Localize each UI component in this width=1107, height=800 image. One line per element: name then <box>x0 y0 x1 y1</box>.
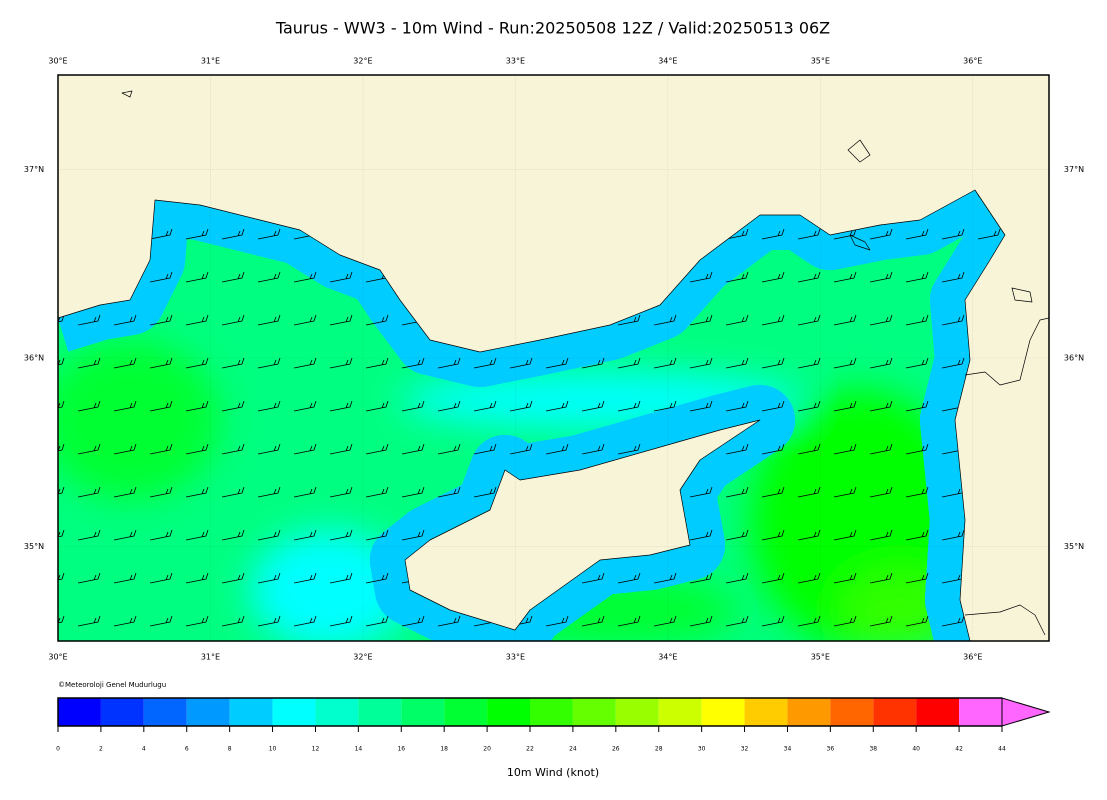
colorbar-tick-label: 8 <box>228 746 232 753</box>
lat-tick-label: 35°N <box>24 542 44 551</box>
colorbar-tick-label: 14 <box>355 746 363 753</box>
colorbar-tick-label: 28 <box>655 746 663 753</box>
colorbar-bin <box>272 698 316 726</box>
colorbar-bin <box>444 698 488 726</box>
colorbar-bin <box>744 698 788 726</box>
colorbar-tick-label: 6 <box>185 746 189 753</box>
colorbar-bin <box>701 698 745 726</box>
lon-tick-label: 31°E <box>201 57 220 66</box>
lat-tick-label: 36°N <box>1064 354 1084 363</box>
lon-tick-label: 34°E <box>658 653 677 662</box>
colorbar-tick-label: 20 <box>483 746 491 753</box>
colorbar-tick-label: 42 <box>955 746 963 753</box>
colorbar-tick-label: 34 <box>784 746 792 753</box>
colorbar-bin <box>315 698 359 726</box>
lon-tick-label: 36°E <box>963 653 982 662</box>
lon-tick-label: 33°E <box>506 653 525 662</box>
colorbar-bin <box>358 698 402 726</box>
colorbar-bin <box>615 698 659 726</box>
colorbar-bin <box>530 698 573 726</box>
colorbar-extend <box>1001 697 1051 727</box>
colorbar-bin <box>229 698 273 726</box>
lat-tick-label: 37°N <box>1064 165 1084 174</box>
colorbar-tick-label: 18 <box>440 746 448 753</box>
colorbar-tick-label: 10 <box>269 746 277 753</box>
colorbar-bin <box>572 698 616 726</box>
colorbar-tick-label: 24 <box>569 746 577 753</box>
colorbar-tick-label: 2 <box>99 746 103 753</box>
colorbar-tick-label: 44 <box>998 746 1006 753</box>
lon-tick-label: 30°E <box>48 653 67 662</box>
credit: ©Meteoroloji Genel Mudurlugu <box>58 681 166 689</box>
colorbar-bin <box>401 698 445 726</box>
colorbar-bin <box>959 698 1002 726</box>
colorbar-bin <box>787 698 831 726</box>
map-title: Taurus - WW3 - 10m Wind - Run:20250508 1… <box>275 19 830 38</box>
colorbar-tick-label: 16 <box>397 746 405 753</box>
lon-tick-label: 35°E <box>811 57 830 66</box>
lon-tick-label: 32°E <box>353 57 372 66</box>
lon-tick-label: 30°E <box>48 57 67 66</box>
colorbar-tick-label: 38 <box>869 746 877 753</box>
lon-tick-label: 35°E <box>811 653 830 662</box>
colorbar-bin <box>658 698 702 726</box>
lon-tick-label: 32°E <box>353 653 372 662</box>
colorbar-bin <box>830 698 874 726</box>
colorbar-bin <box>487 698 530 726</box>
colorbar-bin <box>58 698 101 726</box>
lat-tick-label: 36°N <box>24 354 44 363</box>
colorbar-label: 10m Wind (knot) <box>507 766 599 779</box>
colorbar-bin <box>186 698 230 726</box>
colorbar-tick-label: 22 <box>526 746 534 753</box>
lat-tick-label: 37°N <box>24 165 44 174</box>
lon-tick-label: 31°E <box>201 653 220 662</box>
colorbar-tick-label: 30 <box>698 746 706 753</box>
lon-tick-label: 33°E <box>506 57 525 66</box>
map-frame <box>57 74 1050 642</box>
colorbar-bin <box>100 698 144 726</box>
colorbar-tick-label: 4 <box>142 746 146 753</box>
colorbar-tick-label: 32 <box>741 746 749 753</box>
lon-tick-label: 34°E <box>658 57 677 66</box>
colorbar-tick-label: 40 <box>912 746 920 753</box>
lat-tick-label: 35°N <box>1064 542 1084 551</box>
lon-tick-label: 36°E <box>963 57 982 66</box>
colorbar-tick-label: 36 <box>827 746 835 753</box>
colorbar-tick-label: 0 <box>56 746 60 753</box>
colorbar-bin <box>916 698 960 726</box>
colorbar-tick-label: 26 <box>612 746 620 753</box>
colorbar-bin <box>873 698 917 726</box>
coastline <box>57 90 1050 642</box>
colorbar-bin <box>143 698 187 726</box>
colorbar-tick-label: 12 <box>312 746 320 753</box>
